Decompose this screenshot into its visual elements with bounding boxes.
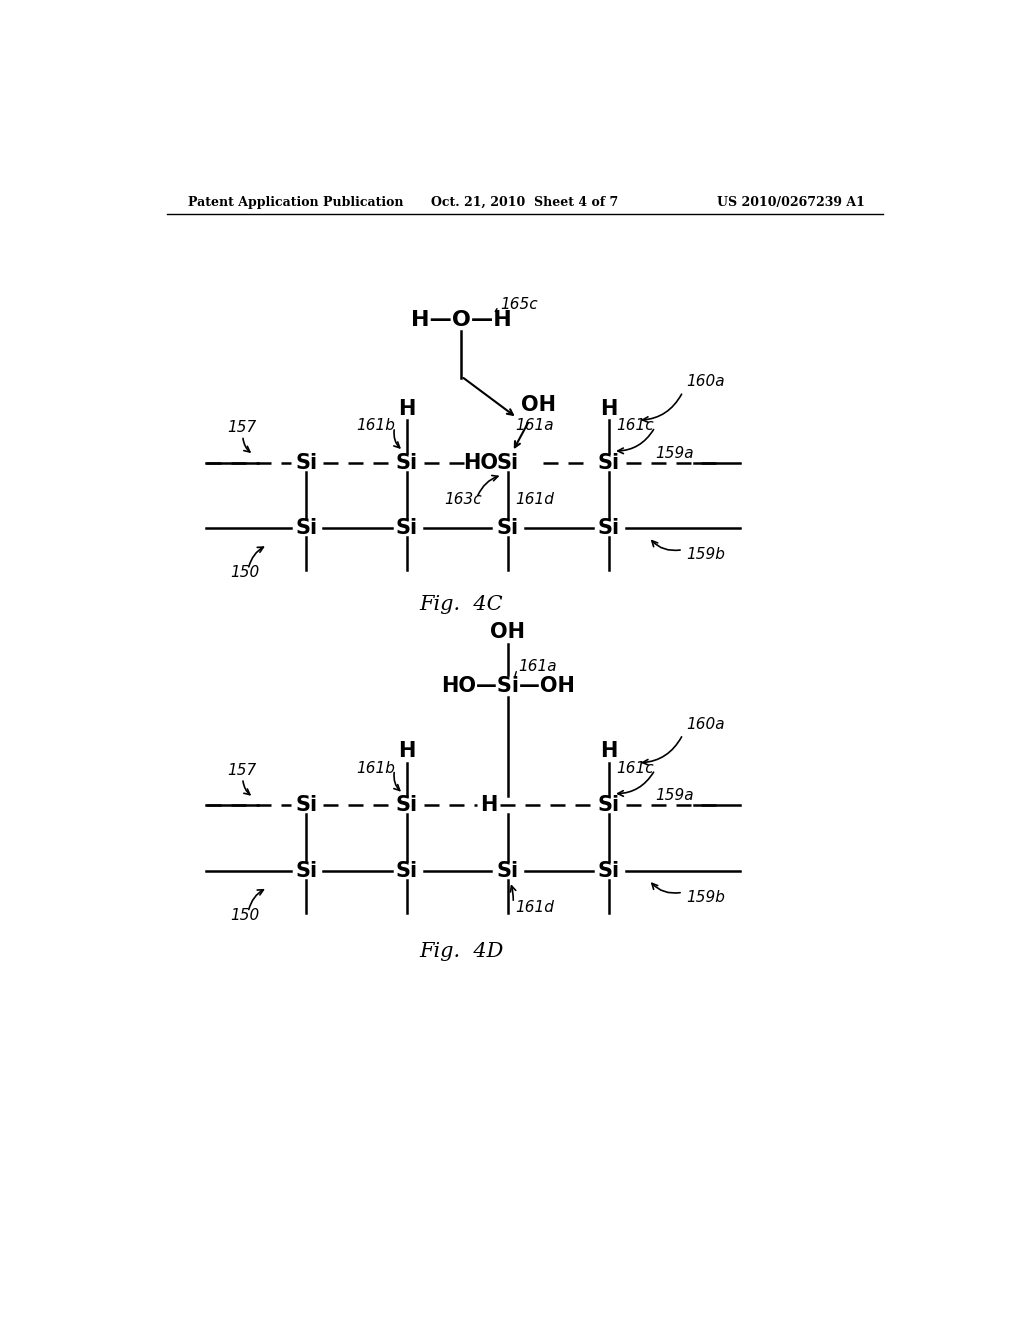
Text: Oct. 21, 2010  Sheet 4 of 7: Oct. 21, 2010 Sheet 4 of 7: [431, 195, 618, 209]
Text: 163c: 163c: [444, 492, 482, 507]
Text: 159a: 159a: [655, 446, 693, 461]
Text: 161a: 161a: [515, 418, 554, 433]
Text: 159a: 159a: [655, 788, 693, 804]
Text: 160a: 160a: [686, 374, 725, 389]
Text: OH: OH: [490, 622, 525, 642]
Text: Si: Si: [497, 517, 519, 539]
Text: 165c: 165c: [500, 297, 538, 313]
Text: 161d: 161d: [515, 492, 554, 507]
Text: Si: Si: [396, 453, 418, 473]
Text: 157: 157: [227, 420, 256, 436]
Text: Si: Si: [295, 517, 317, 539]
Text: HO: HO: [463, 453, 498, 473]
Text: Si: Si: [497, 453, 519, 473]
Text: H: H: [398, 742, 416, 762]
Text: Si: Si: [295, 795, 317, 816]
Text: 161c: 161c: [616, 418, 654, 433]
Text: 157: 157: [227, 763, 256, 777]
Text: US 2010/0267239 A1: US 2010/0267239 A1: [717, 195, 865, 209]
Text: Si: Si: [396, 517, 418, 539]
Text: 161a: 161a: [518, 659, 556, 675]
Text: Si: Si: [597, 861, 620, 880]
Text: 159b: 159b: [686, 890, 725, 906]
Text: 161b: 161b: [356, 760, 395, 776]
Text: 161b: 161b: [356, 418, 395, 433]
Text: 160a: 160a: [686, 717, 725, 731]
Text: Si: Si: [396, 795, 418, 816]
Text: Si: Si: [295, 861, 317, 880]
Text: Si: Si: [295, 453, 317, 473]
Text: H: H: [398, 399, 416, 418]
Text: Si: Si: [597, 453, 620, 473]
Text: H—O—H: H—O—H: [411, 310, 512, 330]
Text: 161d: 161d: [515, 900, 554, 915]
Text: 159b: 159b: [686, 548, 725, 562]
Text: OH: OH: [521, 395, 556, 414]
Text: 161c: 161c: [616, 760, 654, 776]
Text: Patent Application Publication: Patent Application Publication: [188, 195, 403, 209]
Text: Si: Si: [597, 517, 620, 539]
Text: 150: 150: [230, 908, 259, 923]
Text: Si: Si: [497, 861, 519, 880]
Text: Si: Si: [597, 795, 620, 816]
Text: 150: 150: [230, 565, 259, 581]
Text: H: H: [479, 795, 497, 816]
Text: Fig.  4D: Fig. 4D: [419, 942, 504, 961]
Text: HO—Si—OH: HO—Si—OH: [440, 676, 574, 696]
Text: Si: Si: [396, 861, 418, 880]
Text: Fig.  4C: Fig. 4C: [420, 595, 503, 615]
Text: H: H: [600, 399, 617, 418]
Text: H: H: [600, 742, 617, 762]
